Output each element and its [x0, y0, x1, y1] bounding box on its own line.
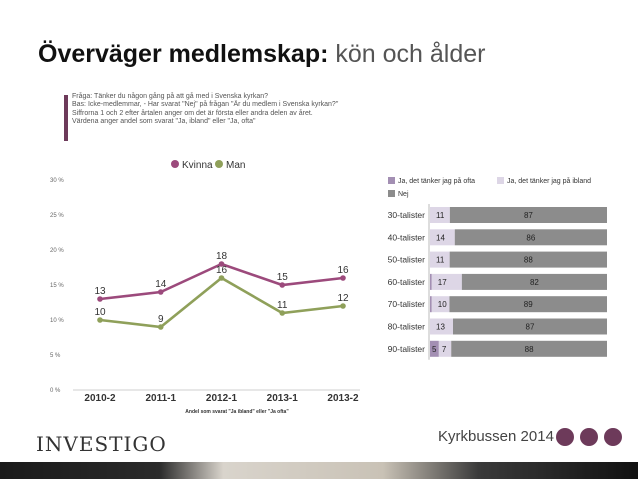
category-label: 80-talister — [388, 322, 425, 332]
data-label: 11 — [436, 211, 445, 220]
data-point — [218, 275, 225, 281]
y-tick-label: 10 % — [50, 318, 64, 324]
y-tick-label: 20 % — [50, 248, 64, 254]
bar-segment — [431, 296, 450, 313]
page-title: Överväger medlemskap: kön och ålder — [38, 40, 486, 68]
legend-label: Nej — [398, 191, 409, 198]
legend-label: Ja, det tänker jag på ofta — [398, 177, 475, 185]
data-label: 7 — [442, 345, 447, 354]
data-label: 89 — [524, 300, 533, 309]
legend-label: Kvinna — [182, 160, 213, 171]
legend-label: Ja, det tänker jag på ibland — [507, 177, 591, 185]
data-point — [97, 296, 103, 302]
bar-segment — [449, 207, 607, 223]
footer-strip — [0, 462, 638, 479]
note-values: Värdena anger andel som svarat "Ja, ibla… — [72, 117, 256, 125]
bar-segment — [454, 229, 607, 246]
data-label: 10 — [438, 300, 447, 309]
y-tick-label: 25 % — [50, 213, 64, 219]
legend-marker — [171, 160, 179, 168]
data-point — [279, 282, 286, 288]
data-label: 88 — [525, 345, 534, 354]
chart-caption: Andel som svarat "Ja ibland" eller "Ja o… — [185, 409, 289, 415]
legend-marker — [215, 160, 223, 168]
data-point — [340, 303, 346, 309]
x-tick-label: 2013-1 — [267, 393, 299, 404]
note-period: Siffrorna 1 och 2 efter årtalen anger om… — [72, 109, 313, 117]
data-label: 13 — [94, 286, 106, 297]
note-question: Fråga: Tänker du någon gång på att gå me… — [72, 93, 268, 100]
category-label: 40-talister — [388, 232, 425, 242]
bar-segment — [438, 340, 452, 357]
question-notes: Fråga: Tänker du någon gång på att gå me… — [72, 93, 392, 126]
bar-segment — [430, 229, 455, 246]
data-label: 87 — [526, 323, 535, 332]
data-label: 16 — [337, 265, 349, 276]
data-label: 11 — [277, 300, 288, 311]
bar-segment — [451, 340, 607, 357]
legend-swatch — [497, 177, 504, 184]
bar-segment — [449, 251, 607, 268]
y-tick-label: 30 % — [50, 178, 64, 184]
x-tick-label: 2013-2 — [327, 393, 359, 404]
y-tick-label: 15 % — [50, 283, 64, 289]
data-label: 11 — [436, 256, 445, 265]
data-point — [218, 261, 225, 267]
note-accent-bar — [64, 95, 68, 141]
data-label: 18 — [216, 251, 228, 262]
bar-segment — [449, 296, 607, 313]
bar-segment — [431, 273, 462, 290]
bar-segment — [430, 207, 450, 223]
data-label: 86 — [526, 233, 535, 242]
data-label: 10 — [94, 307, 106, 318]
data-point — [279, 310, 286, 316]
data-label: 82 — [530, 278, 539, 287]
y-tick-label: 0 % — [50, 388, 61, 394]
data-point — [97, 317, 103, 323]
data-label: 88 — [524, 256, 533, 265]
category-label: 70-talister — [388, 299, 425, 309]
data-label: 16 — [216, 265, 228, 276]
data-label: 87 — [524, 211, 533, 220]
category-label: 90-talister — [388, 344, 425, 354]
data-label: 13 — [436, 323, 445, 332]
category-label: 60-talister — [388, 277, 425, 287]
x-tick-label: 2012-1 — [206, 393, 238, 404]
legend-swatch — [388, 190, 395, 197]
bar-segment — [430, 318, 454, 335]
investigo-logo: INVESTIGO — [36, 432, 167, 456]
x-tick-label: 2011-1 — [145, 393, 176, 404]
legend-swatch — [388, 177, 395, 184]
note-base: Bas: Icke-medlemmar, - Har svarat "Nej" … — [72, 101, 339, 109]
event-name: Kyrkbussen 2014 — [438, 428, 554, 445]
bar-segment — [453, 318, 607, 335]
y-tick-label: 5 % — [50, 353, 61, 359]
data-point — [157, 324, 164, 330]
bar-segment — [430, 340, 439, 357]
data-label: 14 — [155, 279, 167, 290]
data-point — [157, 289, 164, 295]
category-label: 30-talister — [388, 210, 425, 220]
legend-label: Man — [226, 160, 245, 171]
data-label: 9 — [158, 314, 164, 325]
dot-icon — [580, 428, 598, 446]
bar-segment — [461, 273, 607, 290]
category-label: 50-talister — [388, 255, 425, 265]
data-label: 12 — [337, 293, 349, 304]
data-label: 5 — [432, 345, 437, 354]
data-label: 14 — [436, 233, 445, 242]
dot-icon — [604, 428, 622, 446]
x-tick-label: 2010-2 — [84, 393, 116, 404]
bar-segment — [430, 273, 432, 290]
data-point — [340, 275, 346, 281]
dot-icon — [556, 428, 574, 446]
bar-segment — [430, 251, 450, 268]
data-label: 17 — [438, 278, 447, 287]
data-label: 15 — [277, 272, 289, 283]
bar-segment — [430, 296, 432, 313]
